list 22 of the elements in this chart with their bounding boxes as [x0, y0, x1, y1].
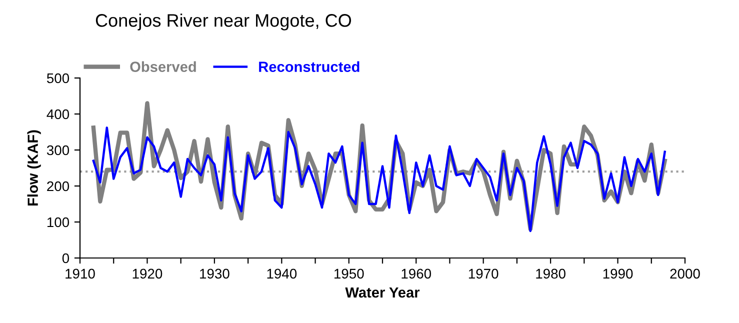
- x-tick-label: 1970: [468, 268, 498, 279]
- chart-title: Conejos River near Mogote, CO: [96, 14, 352, 30]
- x-tick-label: 2000: [670, 268, 700, 279]
- legend-label: Observed: [130, 61, 196, 72]
- x-tick-label: 1950: [334, 268, 364, 279]
- x-tick-label: 1910: [66, 268, 95, 279]
- y-tick-label: 100: [47, 217, 70, 228]
- x-tick-label: 1990: [603, 268, 633, 279]
- x-tick-label: 1940: [267, 268, 297, 279]
- y-tick-label: 400: [46, 109, 70, 120]
- x-tick-label: 1980: [536, 268, 566, 279]
- y-tick-label: 300: [46, 145, 70, 156]
- x-tick-label: 1960: [402, 268, 432, 279]
- x-tick-label: 1920: [132, 268, 162, 279]
- x-axis-title: Water Year: [345, 287, 420, 298]
- y-tick-label: 200: [47, 181, 70, 192]
- y-tick-label: 500: [46, 73, 70, 84]
- legend-label: Reconstructed: [259, 61, 360, 72]
- line-series: [92, 126, 666, 232]
- x-tick-label: 1930: [200, 268, 230, 279]
- y-tick-label: 0: [62, 253, 70, 264]
- y-axis-title: Flow (KAF): [27, 130, 41, 206]
